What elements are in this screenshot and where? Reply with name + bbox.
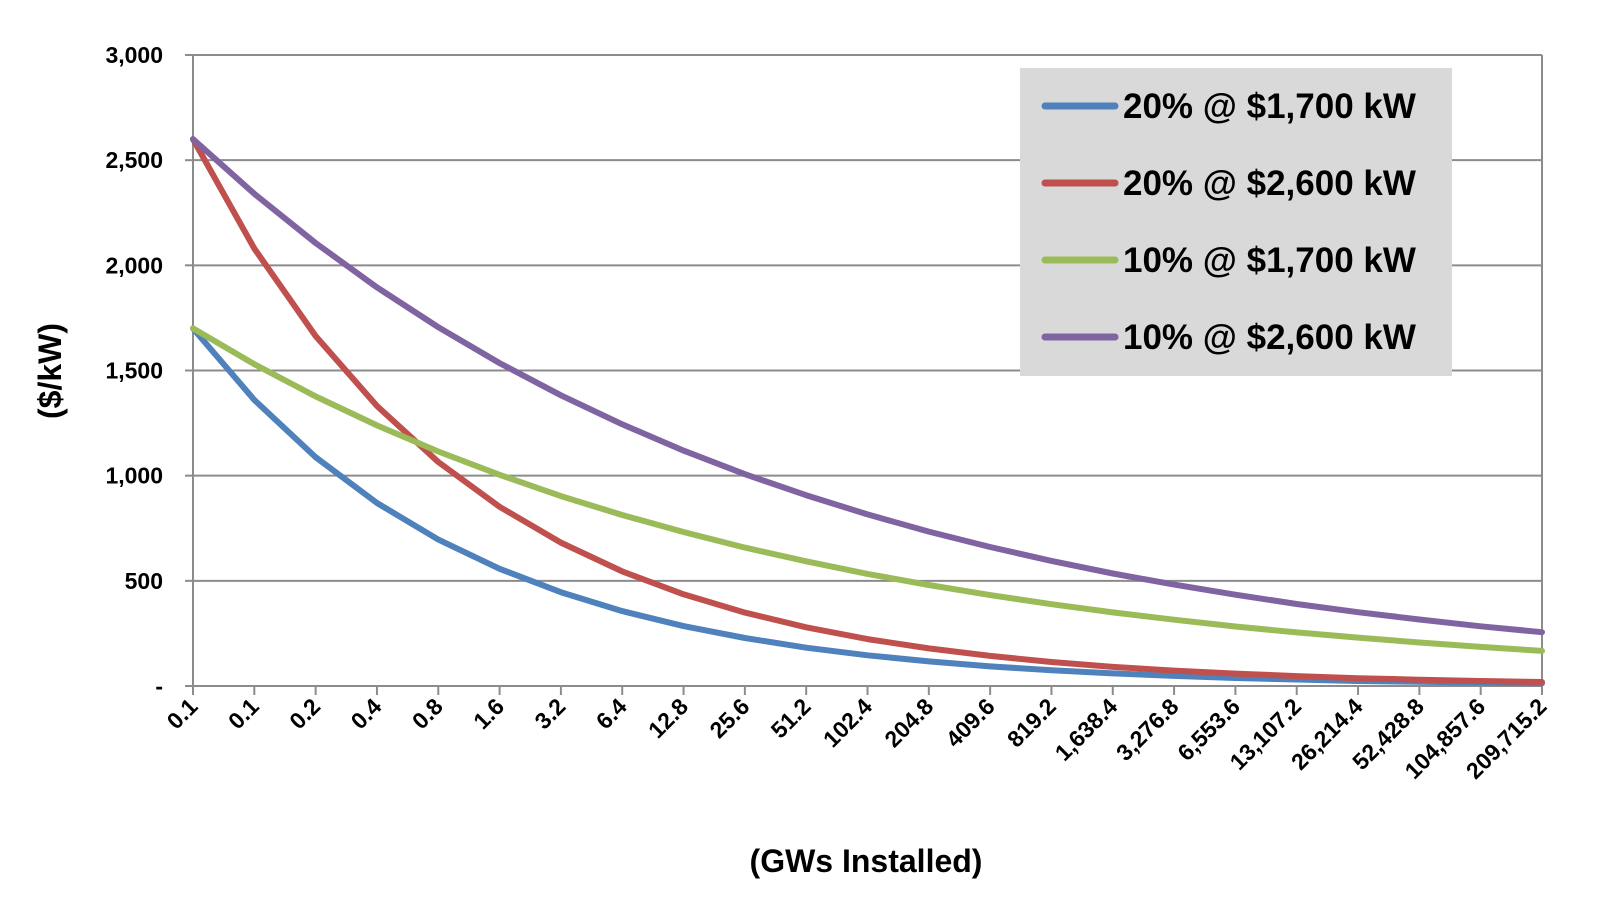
- gridlines: [193, 54, 1542, 582]
- y-tick-label: 1,500: [105, 358, 163, 384]
- legend-label: 10% @ $1,700 kW: [1123, 241, 1416, 280]
- y-tick-label: 1,000: [105, 463, 163, 489]
- x-axis-title: (GWs Installed): [750, 843, 983, 879]
- series-line: [190, 136, 1545, 636]
- y-tick-label: -: [155, 673, 163, 699]
- y-tick-label: 500: [125, 568, 163, 594]
- legend: 20% @ $1,700 kW 20% @ $2,600 kW 10% @ $1,7…: [1020, 68, 1452, 376]
- series-line: [190, 325, 1545, 654]
- legend-label: 20% @ $2,600 kW: [1123, 164, 1416, 203]
- y-axis-title: ($/kW): [32, 323, 68, 419]
- legend-box: [1020, 68, 1452, 376]
- y-tick-label: 3,000: [105, 42, 163, 68]
- plot-lines: [190, 136, 1545, 687]
- y-tick-label: 2,000: [105, 252, 163, 278]
- series-line: [190, 325, 1545, 687]
- y-tick-label: 2,500: [105, 147, 163, 173]
- legend-label: 20% @ $1,700 kW: [1123, 87, 1416, 126]
- legend-label: 10% @ $2,600 kW: [1123, 318, 1416, 357]
